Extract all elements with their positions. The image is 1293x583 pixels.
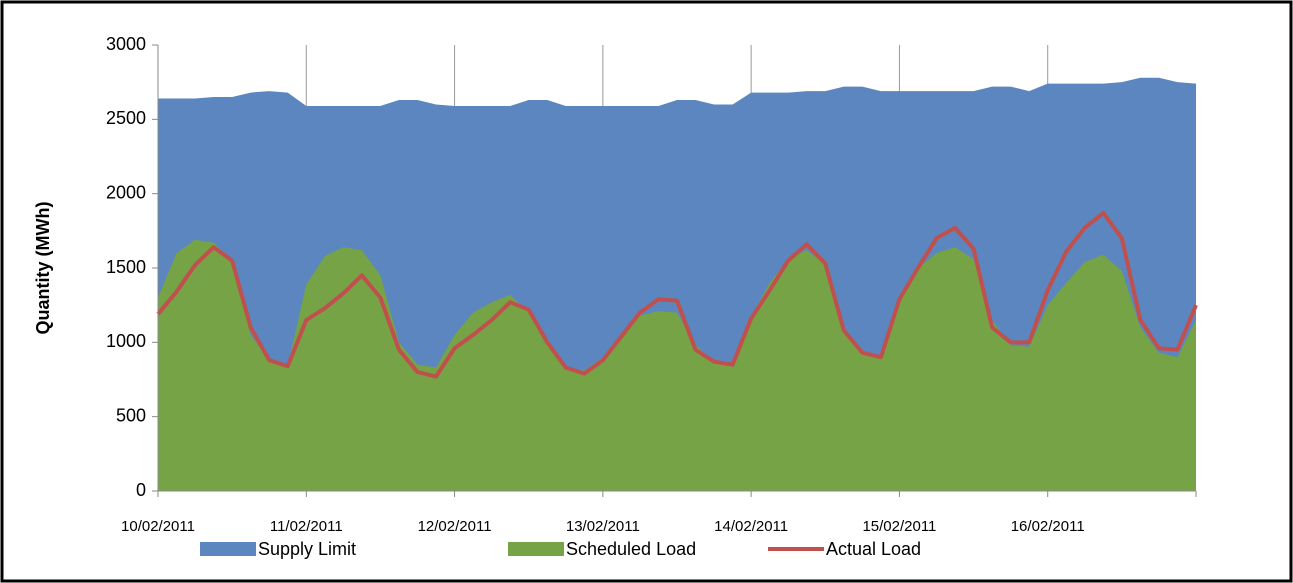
x-tick-label: 16/02/2011 — [1011, 518, 1085, 535]
area — [158, 239, 1196, 491]
y-tick-label: 2500 — [106, 108, 146, 128]
x-tick-label: 13/02/2011 — [566, 518, 640, 535]
x-tick-label: 15/02/2011 — [862, 518, 936, 535]
legend-label: Actual Load — [826, 539, 921, 559]
line — [156, 210, 1198, 379]
y-tick-label: 0 — [136, 480, 146, 500]
y-tick-label: 500 — [116, 405, 146, 425]
y-axis-title: Quantity (MWh) — [33, 202, 53, 335]
x-tick-label: 14/02/2011 — [714, 518, 788, 535]
legend-swatch — [508, 542, 564, 556]
legend-swatch — [200, 542, 256, 556]
x-tick-label: 12/02/2011 — [418, 518, 492, 535]
x-tick-label: 10/02/2011 — [121, 518, 195, 535]
y-tick-label: 1000 — [106, 331, 146, 351]
legend-label: Scheduled Load — [566, 539, 696, 559]
y-tick-label: 1500 — [106, 257, 146, 277]
legend-label: Supply Limit — [258, 539, 356, 559]
y-tick-label: 3000 — [106, 34, 146, 54]
y-tick-label: 2000 — [106, 182, 146, 202]
x-tick-label: 11/02/2011 — [270, 518, 343, 535]
